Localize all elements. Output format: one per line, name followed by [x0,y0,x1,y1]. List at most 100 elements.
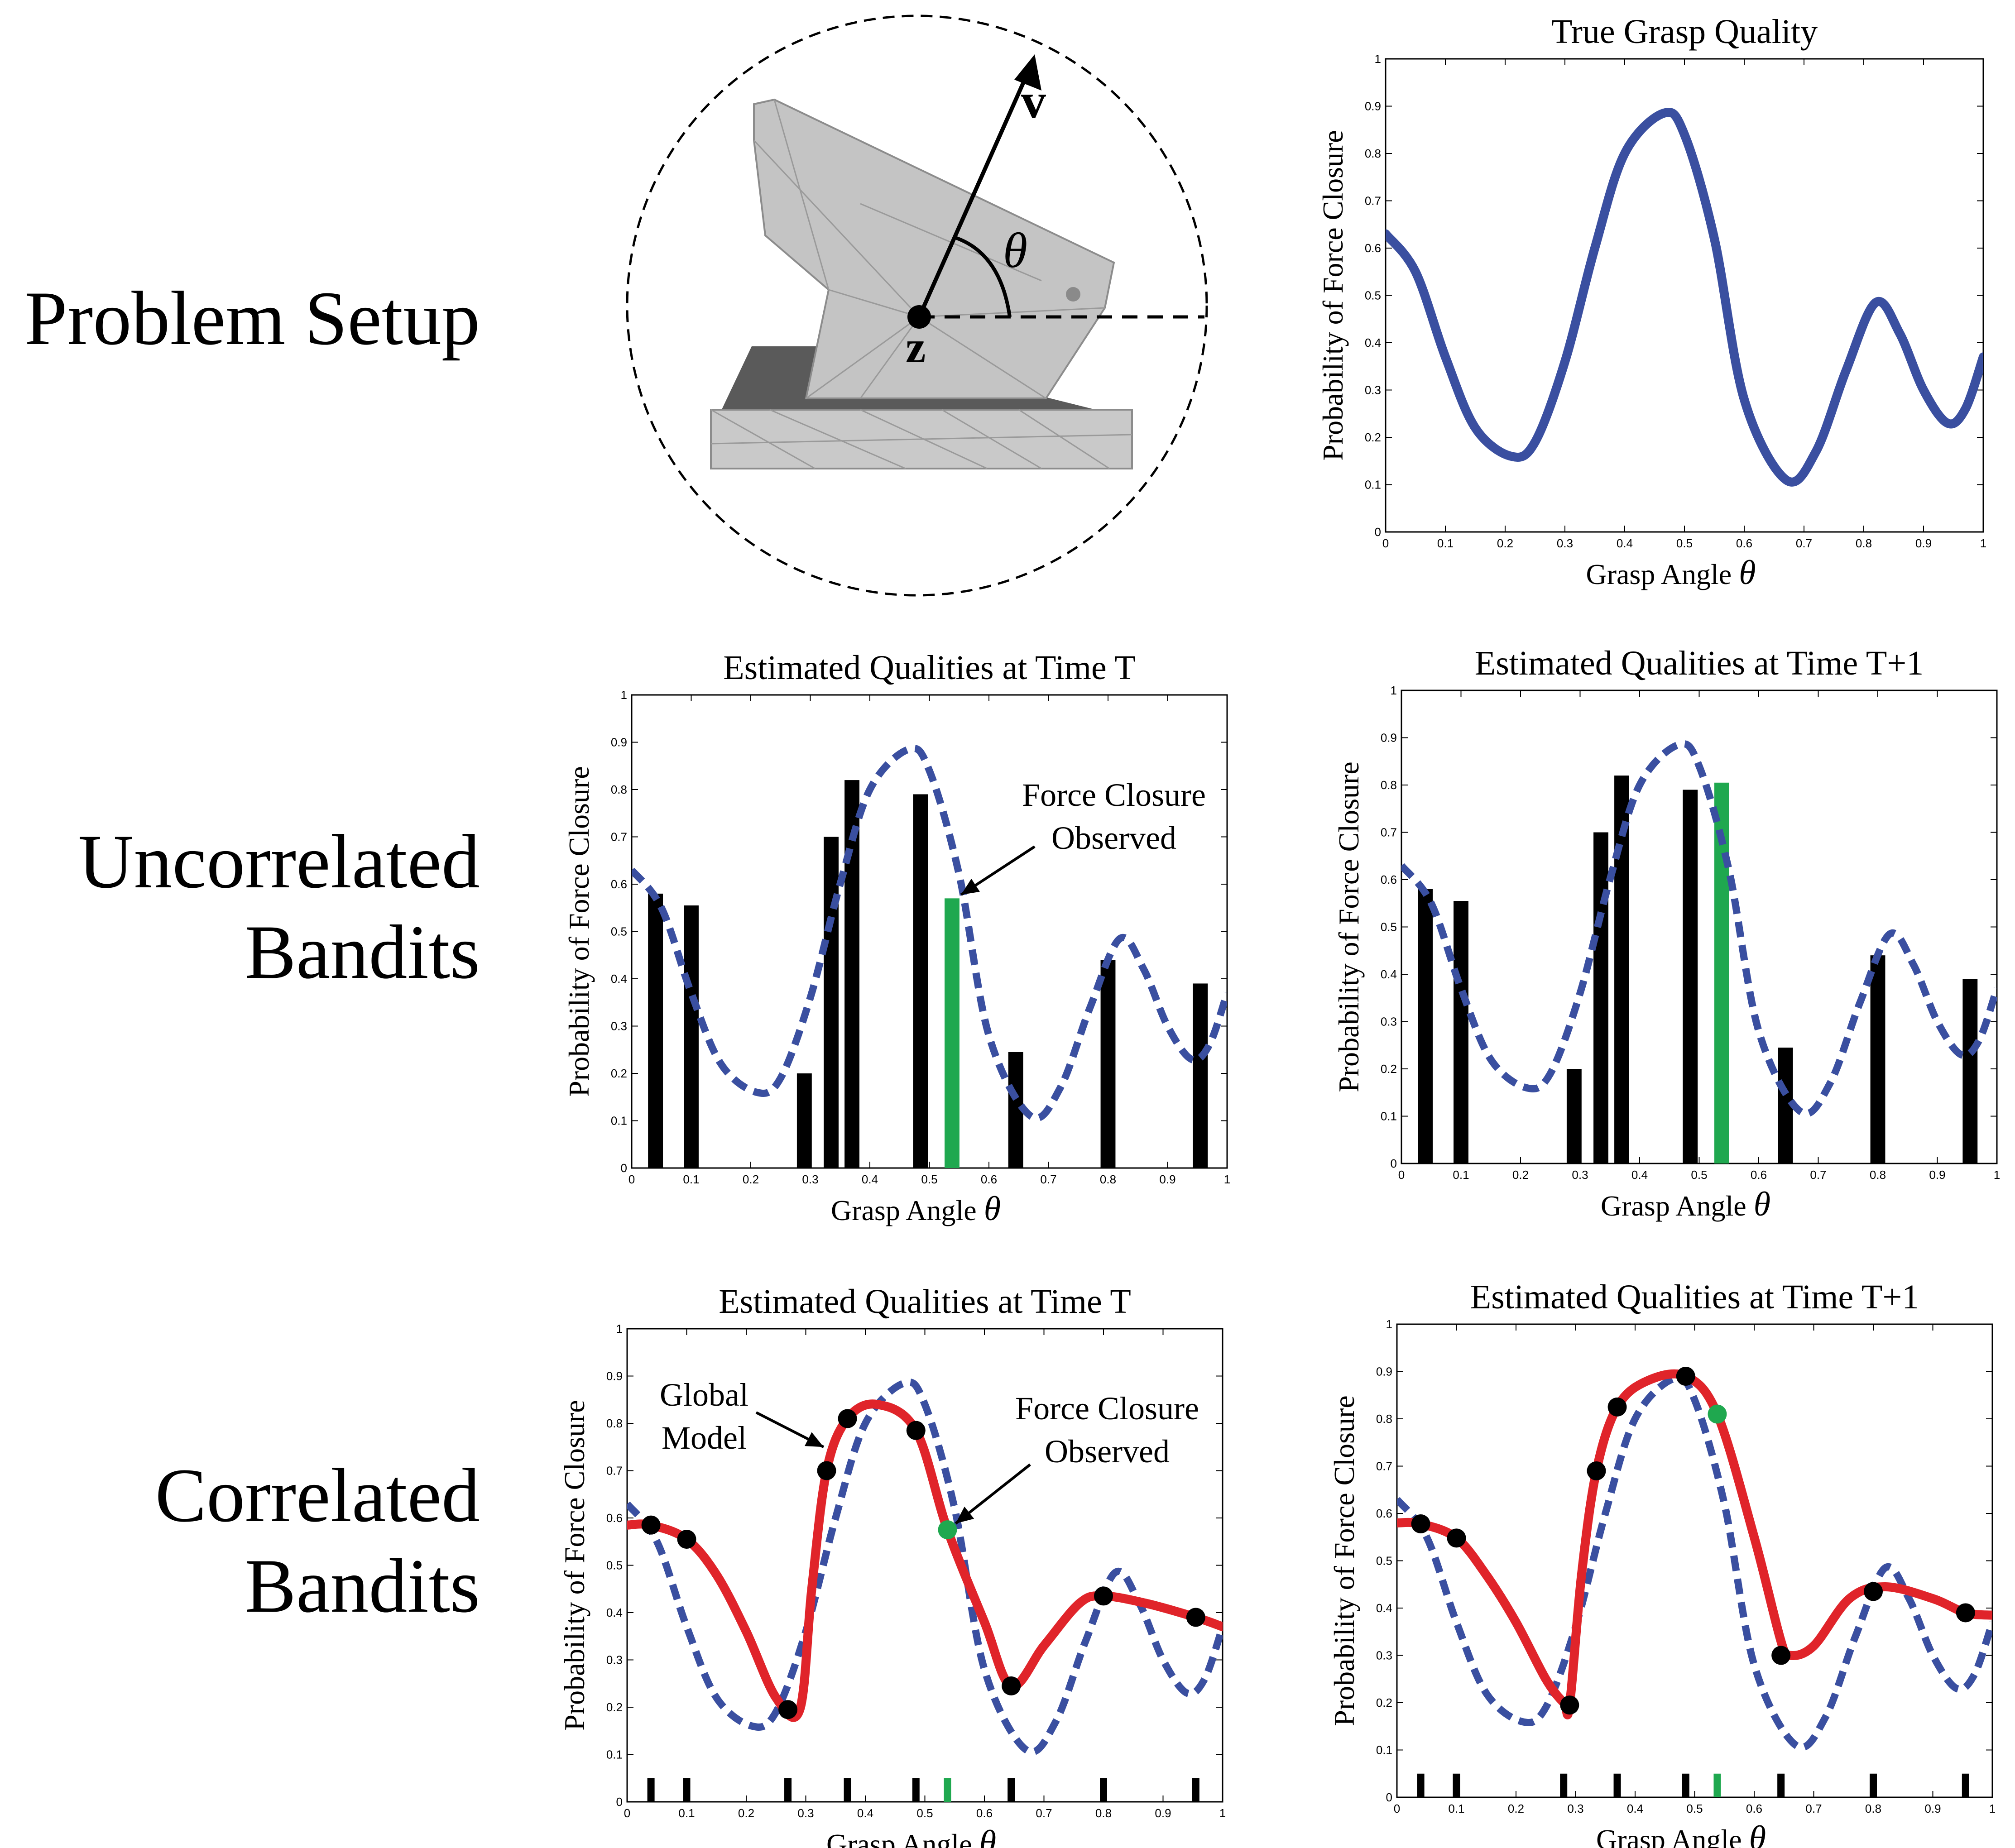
y-tick-label: 0.6 [1365,241,1381,255]
plot-frame [1396,1323,1993,1798]
rug-mark [1560,1773,1568,1797]
reference-circle [626,14,1208,597]
y-tick-label: 0.7 [606,1464,623,1478]
x-tick-label: 1 [1980,536,1986,550]
force-closure-annotation-line2: Observed [1051,820,1176,856]
y-tick-label: 0.3 [606,1653,623,1667]
x-tick-label: 0.1 [1448,1802,1464,1815]
bar [1100,960,1116,1168]
sample-point [1587,1461,1606,1480]
x-tick-label: 0.8 [1095,1806,1112,1820]
sample-point [1560,1695,1579,1715]
y-tick-label: 0.2 [1365,431,1381,444]
bar [684,905,699,1168]
x-tick-label: 0.7 [1810,1168,1826,1182]
x-tick-label: 0.4 [857,1806,873,1820]
rug-mark [844,1778,851,1802]
global-model-annotation-line2: Model [662,1420,747,1456]
x-tick-label: 0.7 [1040,1173,1056,1186]
y-tick-label: 0.6 [611,877,627,891]
x-tick-label: 0.5 [1691,1168,1707,1182]
sample-point [838,1409,857,1428]
chart-title: True Grasp Quality [1551,13,1818,51]
problem-setup-diagram: v z θ [626,14,1208,597]
x-tick-label: 0.5 [916,1806,933,1820]
plot-area [1397,1369,1992,1751]
rug-mark [1008,1778,1015,1802]
x-axis-label: Grasp Angle θ [1601,1185,1770,1223]
bar [1566,1069,1582,1163]
x-tick-label: 0.5 [1686,1802,1703,1815]
x-tick-label: 0.1 [1453,1168,1469,1182]
plot-frame [631,694,1228,1169]
x-tick-label: 0.5 [921,1173,937,1186]
y-tick-label: 0.6 [1376,1507,1392,1520]
sample-point [817,1461,836,1480]
y-tick-label: 0.1 [611,1114,627,1128]
vector-label: v [1021,73,1046,129]
global-model-annotation-line1: Global [660,1377,748,1413]
y-tick-label: 0.5 [1376,1554,1392,1568]
x-tick-label: 1 [1989,1802,1996,1815]
x-tick-label: 0.2 [738,1806,754,1820]
x-axis-label: Grasp Angle θ [831,1190,1001,1228]
y-tick-label: 0.7 [1365,194,1381,208]
x-axis-symbol: θ [1749,1819,1766,1848]
x-tick-label: 0.1 [1437,536,1454,550]
rug-mark [912,1778,920,1802]
x-tick-label: 0.8 [1856,536,1872,550]
observed-point [1708,1404,1727,1424]
x-tick-label: 0.1 [683,1173,699,1186]
x-axis-symbol: θ [1739,554,1756,592]
x-axis-label: Grasp Angle θ [826,1824,996,1848]
x-tick-label: 0.6 [1751,1168,1767,1182]
y-axis-label: Probability of Force Closure [563,766,595,1097]
x-tick-label: 0.2 [1497,536,1513,550]
plot-area [632,745,1227,1168]
y-tick-label: 0.3 [1381,1015,1397,1029]
y-tick-label: 0.5 [1365,289,1381,302]
y-tick-label: 0.2 [611,1067,627,1080]
x-tick-label: 0.8 [1865,1802,1881,1815]
bar [1454,901,1468,1163]
y-tick-label: 0.5 [1381,920,1397,934]
y-tick-label: 1 [1375,52,1381,66]
x-tick-label: 0.1 [678,1806,695,1820]
x-tick-label: 1 [1224,1173,1230,1186]
chart-corr_t: Estimated Qualities at Time T 0 0.1 0.2 0.3 0… [558,1283,1226,1848]
center-point [907,305,931,329]
y-tick-label: 0.9 [606,1369,623,1383]
y-tick-label: 0.3 [1376,1649,1392,1662]
x-tick-label: 0.8 [1870,1168,1886,1182]
y-axis-label: Probability of Force Closure [558,1400,590,1731]
rug-mark [1682,1773,1689,1797]
global-model-line [1397,1369,1992,1719]
bar [1683,790,1698,1163]
plot-area [627,1379,1223,1756]
x-tick-label: 1 [1994,1168,2000,1182]
y-tick-label: 0.8 [1365,147,1381,160]
chart-uncorr_t: Estimated Qualities at Time T 0 0.1 0.2 0.3 0… [563,649,1230,1228]
observed-rug-mark [1713,1773,1721,1797]
y-axis-label: Probability of Force Closure [1317,130,1349,461]
x-axis-symbol: θ [984,1190,1001,1228]
y-tick-label: 0.8 [1381,778,1397,792]
y-tick-label: 0.7 [1376,1460,1392,1473]
annotation-arrowhead [961,879,980,895]
x-tick-label: 0.4 [1631,1168,1648,1182]
x-tick-label: 0.7 [1036,1806,1052,1820]
y-tick-label: 0.2 [1381,1062,1397,1076]
chart-uncorr_t1: Estimated Qualities at Time T+1 0 0.1 0.2 0.… [1333,644,2000,1223]
bar [1614,776,1629,1163]
object-base-mesh [710,409,1132,469]
rug-mark [784,1778,792,1802]
observed-point [938,1520,957,1540]
y-tick-label: 0.8 [606,1417,623,1430]
x-tick-label: 0.9 [1155,1806,1171,1820]
true-quality-dashed-line [632,745,1227,1122]
y-axis-label: Probability of Force Closure [1328,1395,1360,1726]
y-tick-label: 1 [616,1322,623,1336]
observed-bar [945,898,960,1168]
row-label-uncorrelated-2: Bandits [245,910,480,995]
